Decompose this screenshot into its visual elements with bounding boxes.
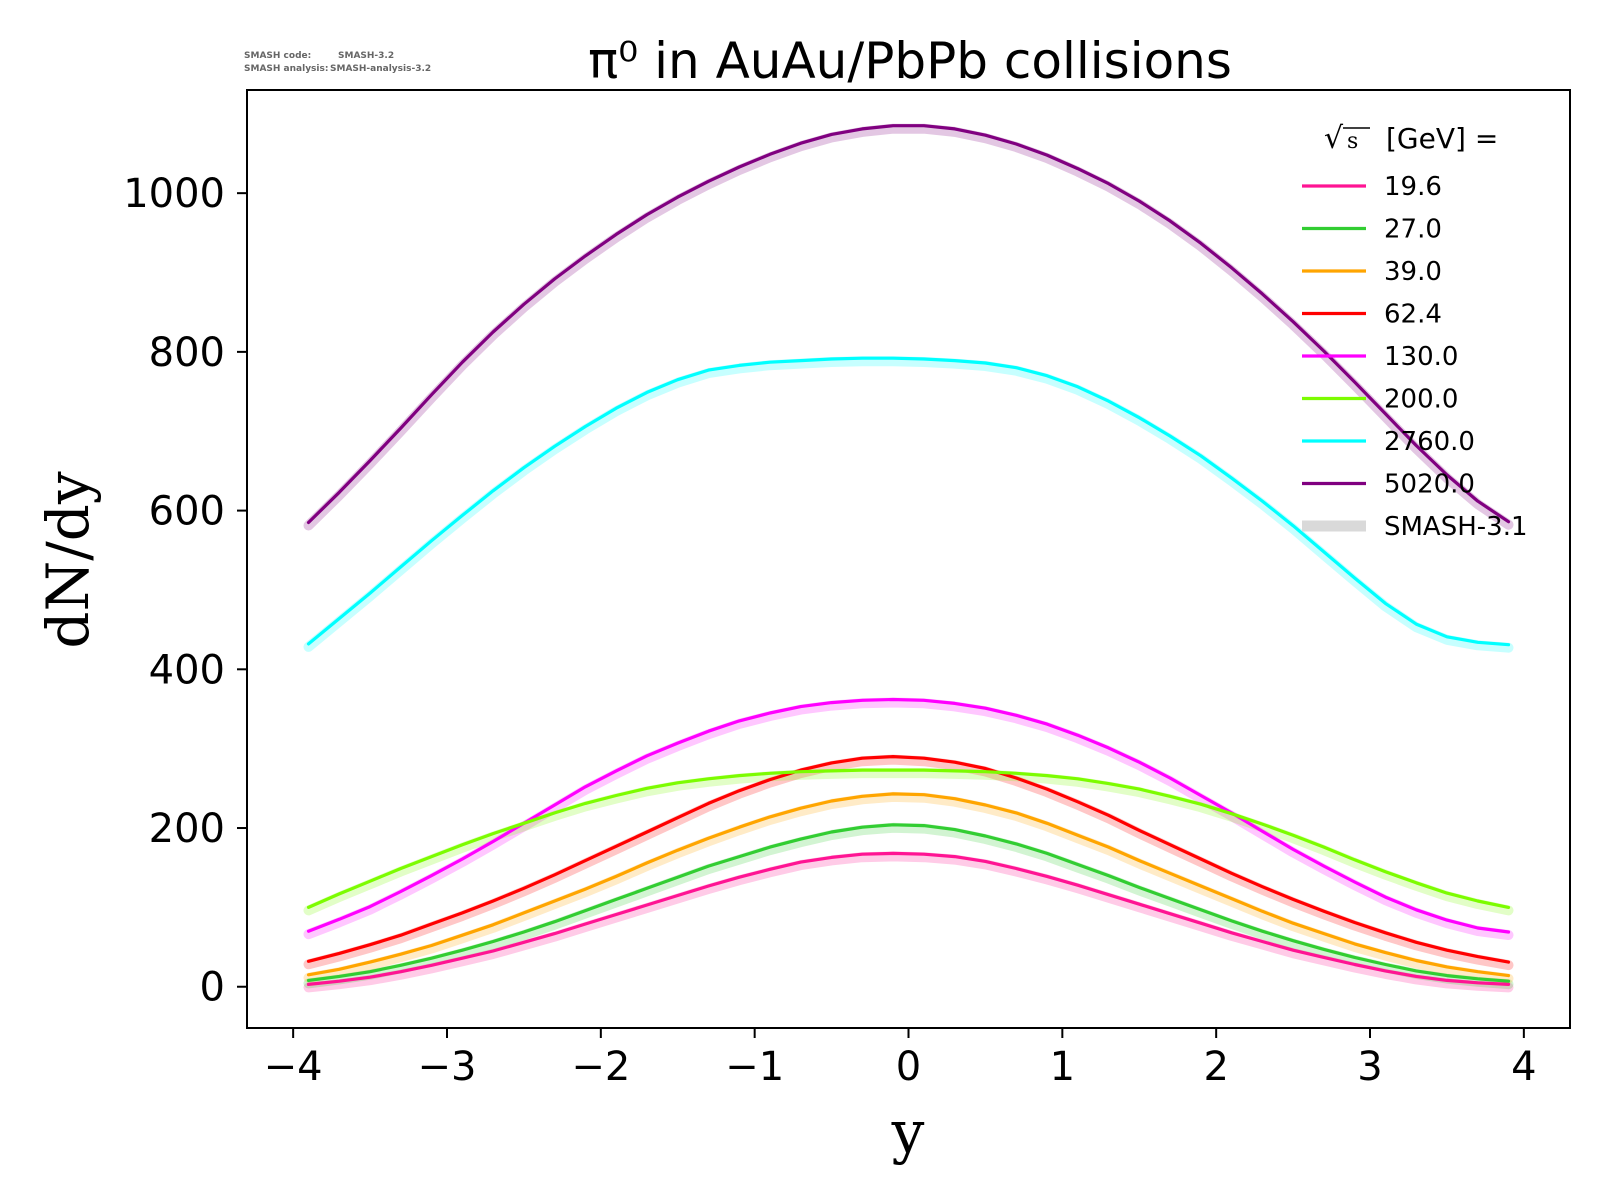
x-tick-label: −1 — [725, 1044, 784, 1090]
version-analysis-label: SMASH analysis: — [244, 64, 328, 74]
series-line-200.0 — [306, 768, 1511, 910]
version-code-value: SMASH-3.2 — [338, 51, 394, 61]
series-line-2760.0 — [306, 356, 1511, 647]
series-line-19.6 — [306, 851, 1511, 987]
series-curves — [306, 124, 1511, 987]
x-tick-label: 1 — [1050, 1044, 1075, 1090]
legend-title: √ s [GeV] = — [1324, 121, 1498, 156]
legend-label-130.0: 130.0 — [1384, 342, 1458, 372]
legend-label-62.4: 62.4 — [1384, 300, 1442, 330]
legend-label-19.6: 19.6 — [1384, 172, 1442, 202]
y-axis-title: dN/dy — [34, 471, 102, 649]
y-tick-label: 600 — [149, 489, 225, 535]
x-axis-title: y — [891, 1098, 925, 1166]
series-line-5020.0 — [306, 124, 1511, 525]
y-tick-label: 1000 — [123, 171, 225, 217]
y-tick-label: 800 — [149, 330, 225, 376]
reference-band-39.0 — [303, 791, 1514, 984]
legend: √ s [GeV] = 19.6 27.0 39.0 62.4 130.0 200.0 27… — [1302, 121, 1528, 542]
legend-label-39.0: 39.0 — [1384, 257, 1442, 287]
x-axis-ticks: −4 −3 −2 −1 0 1 2 3 4 — [264, 1028, 1537, 1090]
legend-title-text: [GeV] = — [1386, 122, 1498, 155]
legend-label-5020.0: 5020.0 — [1384, 470, 1475, 500]
y-tick-label: 400 — [149, 647, 225, 693]
legend-label-2760.0: 2760.0 — [1384, 427, 1475, 457]
reference-band-62.4 — [303, 754, 1514, 971]
series-line-27.0 — [306, 823, 1511, 983]
x-tick-label: −2 — [571, 1044, 630, 1090]
x-tick-label: −4 — [264, 1044, 323, 1090]
plot-frame — [246, 89, 1571, 1029]
series-line-62.4 — [306, 754, 1511, 964]
x-tick-label: −3 — [418, 1044, 477, 1090]
reference-curves — [303, 123, 1514, 993]
y-tick-label: 200 — [149, 806, 225, 852]
reference-band-5020.0 — [303, 123, 1514, 531]
y-axis-ticks: 0 200 400 600 800 1000 — [123, 171, 247, 1011]
chart-title: π⁰ in AuAu/PbPb collisions — [588, 32, 1232, 90]
version-analysis-value: SMASH-analysis-3.2 — [330, 64, 431, 74]
legend-label-27.0: 27.0 — [1384, 215, 1442, 245]
reference-band-27.0 — [303, 822, 1514, 990]
legend-label-200.0: 200.0 — [1384, 385, 1458, 415]
sqrt-symbol: √ — [1324, 121, 1344, 156]
legend-items: 19.6 27.0 39.0 62.4 130.0 200.0 2760.0 5020.0 SM… — [1302, 172, 1528, 542]
y-tick-label: 0 — [200, 965, 225, 1011]
sqrt-argument: s — [1347, 129, 1358, 154]
x-tick-label: 4 — [1511, 1044, 1536, 1090]
reference-band-130.0 — [303, 697, 1514, 940]
version-info: SMASH code: SMASH-3.2 SMASH analysis: SM… — [244, 51, 431, 74]
legend-label-reference: SMASH-3.1 — [1384, 512, 1528, 542]
x-tick-label: 3 — [1357, 1044, 1382, 1090]
series-line-130.0 — [306, 697, 1511, 934]
series-line-39.0 — [306, 792, 1511, 978]
x-tick-label: 0 — [896, 1044, 921, 1090]
version-code-label: SMASH code: — [244, 51, 311, 61]
reference-band-19.6 — [303, 851, 1514, 993]
x-tick-label: 2 — [1203, 1044, 1228, 1090]
reference-band-2760.0 — [303, 356, 1514, 653]
